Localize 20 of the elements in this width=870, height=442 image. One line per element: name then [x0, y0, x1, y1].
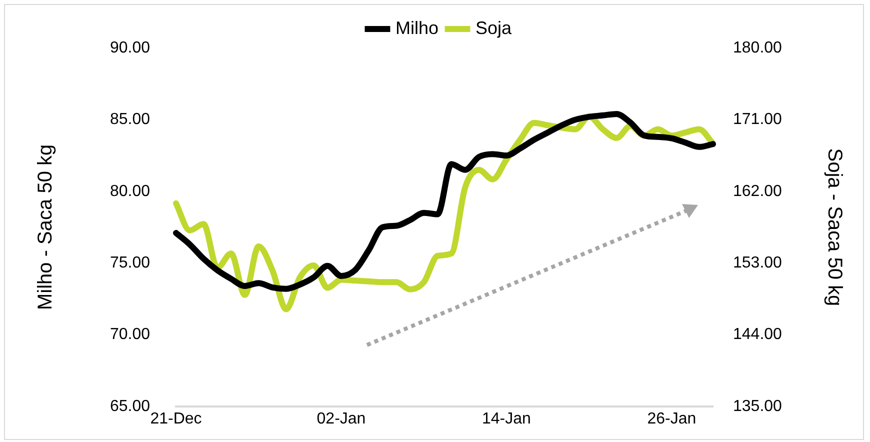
- y-tick-label: 65.00: [110, 398, 150, 415]
- y-axis-title: Milho - Saca 50 kg: [34, 144, 57, 310]
- y2-tick-label: 153.00: [733, 254, 782, 272]
- y2-tick-label: 171.00: [733, 111, 782, 128]
- x-tick-label: 21-Dec: [150, 410, 202, 428]
- y-tick-label: 80.00: [110, 182, 150, 200]
- y2-tick-label: 135.00: [733, 398, 782, 415]
- y-tick-label: 90.00: [110, 39, 150, 56]
- legend-label: Soja: [475, 18, 513, 38]
- legend-label: Milho: [395, 18, 438, 38]
- x-tick-label: 02-Jan: [316, 410, 366, 428]
- y2-tick-label: 144.00: [733, 326, 782, 344]
- y2-tick-label: 162.00: [733, 182, 782, 200]
- y2-tick-label: 180.00: [733, 39, 782, 56]
- x-tick-label: 14-Jan: [482, 410, 531, 428]
- y2-axis-title: Soja - Saca 50 kg: [823, 148, 846, 306]
- x-tick-label: 26-Jan: [647, 410, 696, 428]
- y-tick-label: 85.00: [110, 111, 150, 128]
- y-tick-label: 70.00: [110, 326, 150, 344]
- y-tick-label: 75.00: [110, 254, 150, 272]
